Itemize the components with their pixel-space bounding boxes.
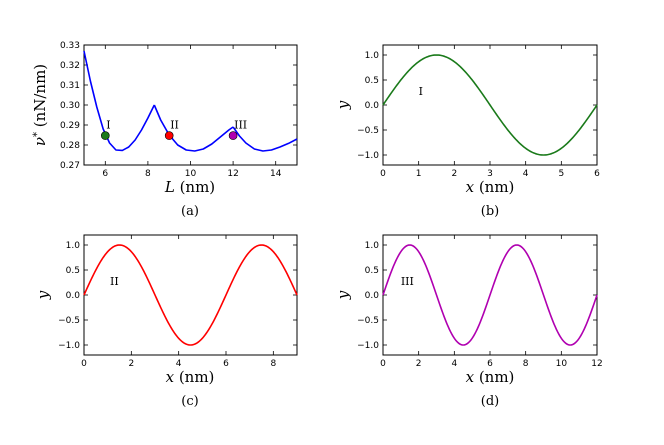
y-tick-label: 0.29	[60, 121, 80, 131]
curve-c	[83, 244, 298, 346]
y-tick-label: 0.31	[60, 81, 80, 91]
x-tick-label: 0	[81, 359, 87, 369]
y-tick-label: 0.5	[365, 266, 379, 276]
x-tick-label: 6	[102, 169, 108, 179]
x-tick-label: 2	[128, 359, 134, 369]
mode-marker-label: I	[106, 119, 110, 132]
x-tick-label: 4	[523, 169, 529, 179]
x-tick-label: 8	[523, 359, 529, 369]
x-tick-label: 4	[176, 359, 182, 369]
panel-c: 0 2 4 6 8 −1.0 −0.5 0.0 0.5 1.0 II x (nm) y (c)	[34, 234, 298, 409]
series-line	[153, 104, 234, 152]
x-tick-label: 2	[416, 359, 422, 369]
curve-d	[382, 244, 598, 346]
y-axis-label-b: y	[334, 100, 352, 110]
y-tick-label: −0.5	[58, 316, 80, 326]
mode-label-d: III	[401, 275, 414, 288]
y-tick-label: 0.0	[365, 291, 380, 301]
x-tick-label: 5	[558, 169, 564, 179]
y-tick-label: 0.30	[60, 101, 80, 111]
y-tick-label: −0.5	[357, 316, 379, 326]
panel-caption-a: (a)	[181, 204, 199, 219]
plot-frame-a	[83, 44, 298, 166]
x-tick-label: 6	[223, 359, 229, 369]
x-tick-label: 8	[145, 169, 151, 179]
x-axis-label-c: x (nm)	[166, 368, 215, 386]
y-tick-label: 1.0	[365, 241, 380, 251]
mode-marker	[101, 131, 110, 140]
series-line	[232, 126, 298, 152]
axis-ticks-d: 0 2 4 6 8 10 12 −1.0 −0.5 0.0 0.5 1.0	[357, 235, 603, 369]
y-tick-label: −0.5	[357, 126, 379, 136]
panel-b: 0 1 2 3 4 5 6 −1.0 −0.5 0.0 0.5 1.0 I x (nm) y (b)	[334, 44, 600, 219]
x-tick-label: 14	[270, 169, 282, 179]
curve-a	[83, 50, 298, 152]
mode-label-c: II	[110, 275, 119, 288]
mode-marker	[228, 131, 238, 140]
panel-a: 6 8 10 12 140.270.280.290.300.310.320.33 I II…	[31, 41, 298, 219]
y-tick-label: 1.0	[66, 241, 81, 251]
x-tick-label: 6	[487, 359, 493, 369]
y-tick-label: 0.0	[365, 101, 380, 111]
y-tick-label: −1.0	[58, 341, 80, 351]
y-tick-label: −1.0	[357, 151, 379, 161]
x-tick-label: 10	[556, 359, 568, 369]
x-tick-label: 6	[594, 169, 600, 179]
mode-shape-line	[83, 244, 298, 346]
y-tick-label: −1.0	[357, 341, 379, 351]
x-tick-label: 0	[380, 359, 386, 369]
mode-shape-line	[382, 54, 598, 156]
plot-frame-c	[83, 234, 298, 356]
mode-marker	[164, 131, 174, 140]
mode-marker-label: II	[170, 119, 179, 132]
y-tick-label: 0.5	[66, 266, 80, 276]
mode-shape-line	[382, 244, 598, 346]
axis-ticks-c: 0 2 4 6 8 −1.0 −0.5 0.0 0.5 1.0	[58, 235, 297, 369]
x-axis-label-a: L (nm)	[164, 178, 215, 196]
y-tick-label: 0.32	[60, 61, 80, 71]
mode-label-b: I	[419, 85, 423, 98]
y-tick-label: 0.27	[60, 161, 80, 171]
y-tick-label: 0.5	[365, 76, 379, 86]
x-tick-label: 3	[487, 169, 493, 179]
x-tick-label: 8	[270, 359, 276, 369]
panel-caption-d: (d)	[481, 394, 499, 409]
series-line	[83, 50, 156, 152]
y-tick-label: 0.0	[66, 291, 81, 301]
y-tick-label: 0.28	[60, 141, 80, 151]
markers-a: I II III	[101, 119, 247, 140]
y-axis-label-a: ν* (nN/nm)	[31, 64, 49, 146]
x-tick-label: 4	[451, 359, 457, 369]
panel-caption-c: (c)	[181, 394, 198, 409]
y-tick-label: 1.0	[365, 51, 380, 61]
y-tick-label: 0.33	[60, 41, 80, 51]
axis-ticks-b: 0 1 2 3 4 5 6 −1.0 −0.5 0.0 0.5 1.0	[357, 45, 600, 179]
y-axis-label-d: y	[334, 290, 352, 300]
x-axis-label-d: x (nm)	[466, 368, 515, 386]
x-tick-label: 10	[185, 169, 197, 179]
axis-ticks-a: 6 8 10 12 14 0.27 0.28 0.29 0.30 0.31 0.32 0.33	[60, 41, 297, 179]
x-tick-label: 1	[416, 169, 422, 179]
x-tick-label: 12	[227, 169, 238, 179]
panel-caption-b: (b)	[481, 204, 499, 219]
x-tick-label: 0	[380, 169, 386, 179]
curve-b	[382, 54, 598, 156]
panel-d: 0 2 4 6 8 10 12−1.0−0.50.00.51.0 III x (nm) y …	[334, 234, 603, 409]
mode-marker-label: III	[234, 119, 247, 132]
x-axis-label-b: x (nm)	[466, 178, 515, 196]
x-tick-label: 12	[591, 359, 602, 369]
x-tick-label: 2	[451, 169, 457, 179]
y-axis-label-c: y	[34, 290, 52, 300]
